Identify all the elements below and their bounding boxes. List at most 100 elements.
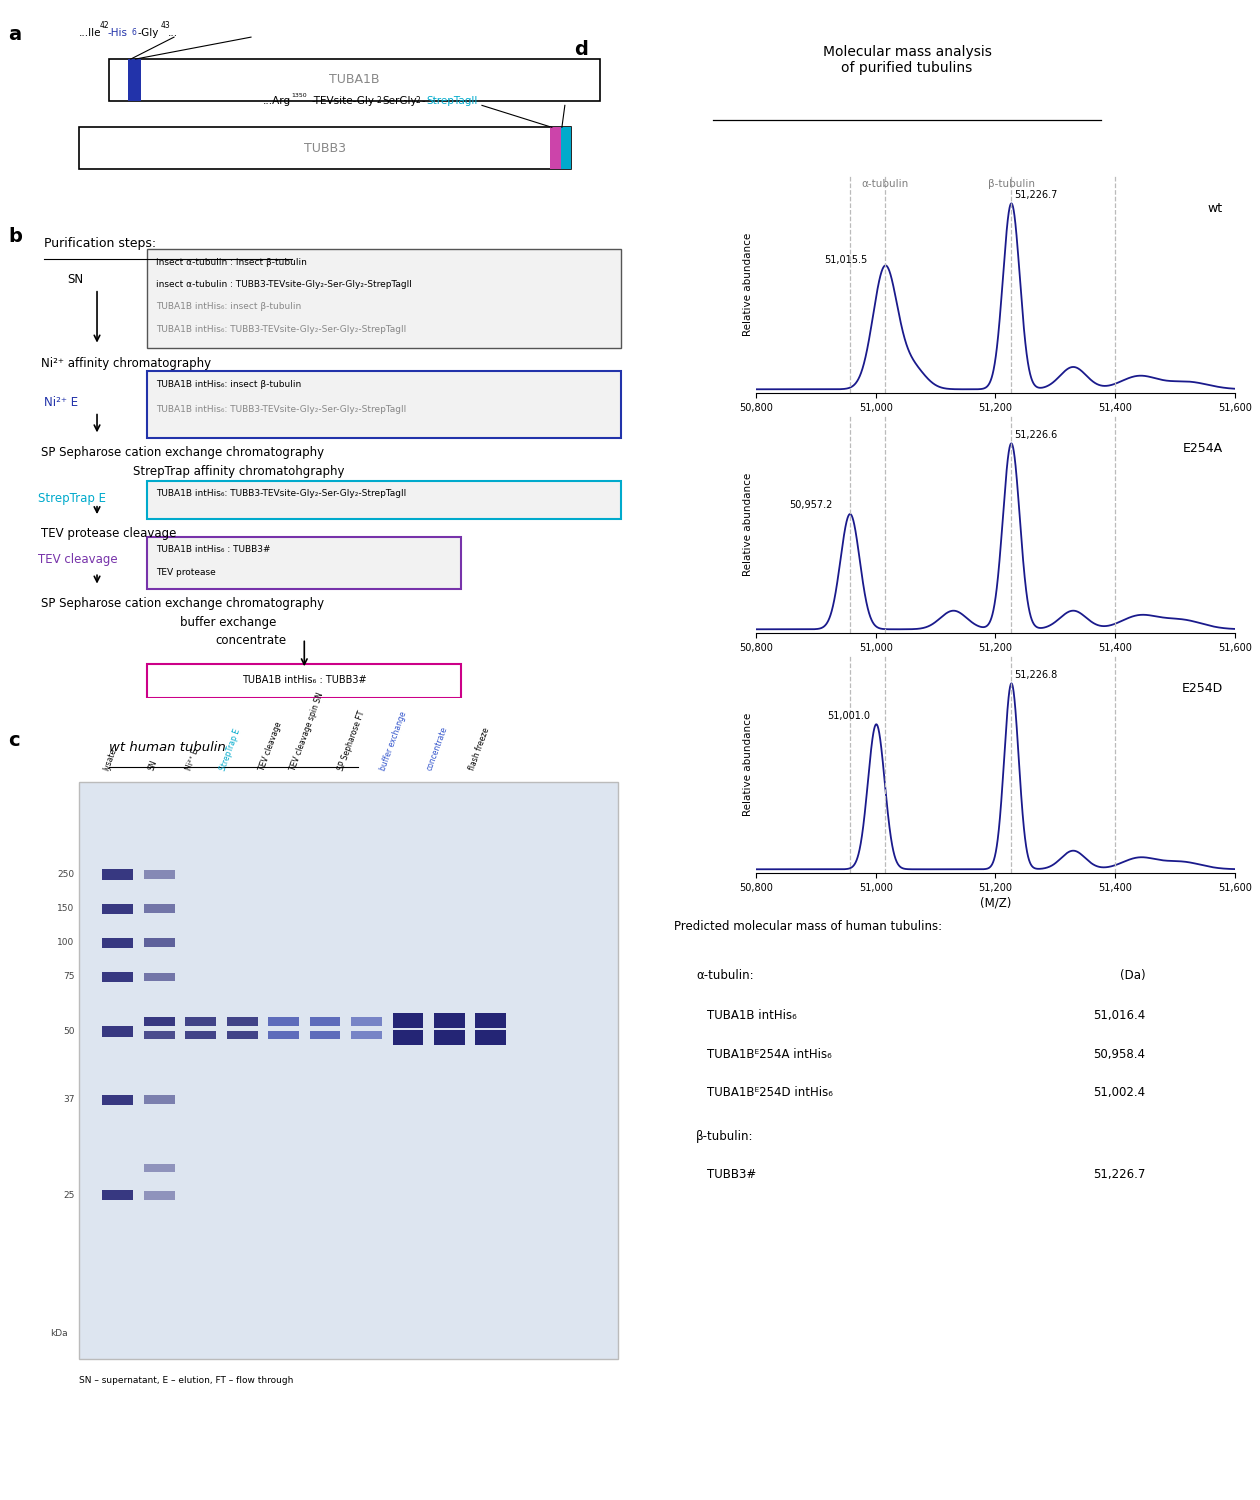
Bar xyxy=(310,1017,340,1026)
Text: -TEVsite-Gly: -TEVsite-Gly xyxy=(311,96,374,106)
Text: wt: wt xyxy=(1207,201,1222,214)
FancyBboxPatch shape xyxy=(147,372,621,438)
Text: ...Ile: ...Ile xyxy=(79,28,102,38)
Bar xyxy=(108,58,601,100)
Text: TUBA1B: TUBA1B xyxy=(329,74,379,87)
Text: StrepTrap E: StrepTrap E xyxy=(218,728,242,772)
Text: TUBA1B intHis₆: insect β-tubulin: TUBA1B intHis₆: insect β-tubulin xyxy=(156,380,301,388)
Text: SP Sepharose cation exchange chromatography: SP Sepharose cation exchange chromatogra… xyxy=(40,597,324,610)
Text: TEV cleavage: TEV cleavage xyxy=(38,552,117,566)
Bar xyxy=(475,1030,507,1045)
Bar xyxy=(352,1017,382,1026)
Text: concentrate: concentrate xyxy=(425,726,450,772)
Text: -His: -His xyxy=(107,28,127,38)
Text: Ni²⁺ E: Ni²⁺ E xyxy=(184,748,200,772)
Y-axis label: Relative abundance: Relative abundance xyxy=(743,472,753,576)
Text: 37: 37 xyxy=(63,1095,74,1104)
Bar xyxy=(144,972,175,981)
Text: 2: 2 xyxy=(377,96,382,105)
Text: Ni²⁺ affinity chromatography: Ni²⁺ affinity chromatography xyxy=(40,357,210,370)
Bar xyxy=(185,1017,215,1026)
Text: 50: 50 xyxy=(63,1026,74,1035)
Text: TUBA1Bᴱ254A intHis₆: TUBA1Bᴱ254A intHis₆ xyxy=(707,1047,832,1060)
Text: -Gly: -Gly xyxy=(137,28,159,38)
Bar xyxy=(102,1190,134,1200)
Text: concentrate: concentrate xyxy=(215,633,286,646)
Bar xyxy=(310,1030,340,1039)
Bar xyxy=(393,1014,423,1029)
Text: SP Sepharose cation exchange chromatography: SP Sepharose cation exchange chromatogra… xyxy=(40,446,324,459)
Text: E254A: E254A xyxy=(1183,441,1222,454)
Text: 25: 25 xyxy=(63,1191,74,1200)
Text: c: c xyxy=(8,730,20,750)
Bar xyxy=(144,1017,175,1026)
Text: SP Sepharose FT: SP Sepharose FT xyxy=(336,710,367,772)
Bar xyxy=(102,870,134,879)
Bar xyxy=(475,1014,507,1029)
Bar xyxy=(561,128,571,170)
Bar xyxy=(268,1017,299,1026)
Bar xyxy=(102,972,134,982)
Bar xyxy=(79,128,571,170)
Bar xyxy=(227,1030,257,1039)
Text: SN: SN xyxy=(147,759,159,772)
Bar xyxy=(393,1030,423,1045)
Text: 51,226.7: 51,226.7 xyxy=(1014,189,1057,200)
Text: 51,016.4: 51,016.4 xyxy=(1094,1010,1145,1022)
Text: TUBA1B intHis₆ : TUBB3#: TUBA1B intHis₆ : TUBB3# xyxy=(156,546,271,555)
FancyBboxPatch shape xyxy=(147,537,461,590)
Bar xyxy=(144,1191,175,1200)
Text: 51,015.5: 51,015.5 xyxy=(824,255,867,264)
Text: TUBA1B intHis₆: TUBA1B intHis₆ xyxy=(707,1010,798,1022)
Bar xyxy=(102,1026,134,1036)
Text: TEV protease cleavage: TEV protease cleavage xyxy=(40,528,176,540)
Bar xyxy=(144,904,175,914)
Bar xyxy=(433,1030,465,1045)
Text: 50,958.4: 50,958.4 xyxy=(1094,1047,1145,1060)
Text: ...: ... xyxy=(168,28,178,38)
Bar xyxy=(185,1030,215,1039)
Bar xyxy=(102,938,134,948)
Text: 150: 150 xyxy=(57,904,74,914)
Text: ...Arg: ...Arg xyxy=(263,96,291,106)
Bar xyxy=(79,782,619,1359)
Text: insect α-tubulin : insect β-tubulin: insect α-tubulin : insect β-tubulin xyxy=(156,258,307,267)
Bar xyxy=(102,903,134,914)
Text: 1350: 1350 xyxy=(291,93,307,98)
Text: d: d xyxy=(575,40,588,60)
Text: 51,001.0: 51,001.0 xyxy=(828,711,871,720)
Text: StrepTrap affinity chromatohgraphy: StrepTrap affinity chromatohgraphy xyxy=(132,465,344,477)
FancyBboxPatch shape xyxy=(147,249,621,348)
Text: α-tubulin:: α-tubulin: xyxy=(697,969,753,982)
Text: TEV cleavage: TEV cleavage xyxy=(257,720,284,772)
Text: TUBA1B intHis₆: insect β-tubulin: TUBA1B intHis₆: insect β-tubulin xyxy=(156,303,301,312)
Text: lysate: lysate xyxy=(101,747,117,772)
Text: 51,002.4: 51,002.4 xyxy=(1094,1086,1145,1100)
Text: α-tubulin: α-tubulin xyxy=(862,178,908,189)
Text: (Da): (Da) xyxy=(1120,969,1145,982)
Bar xyxy=(551,128,561,170)
Bar xyxy=(144,870,175,879)
Bar xyxy=(144,1095,175,1104)
Text: a: a xyxy=(8,26,21,44)
FancyBboxPatch shape xyxy=(147,664,461,698)
Bar xyxy=(144,1164,175,1173)
Text: wt human tubulin: wt human tubulin xyxy=(108,741,226,754)
Text: 51,226.6: 51,226.6 xyxy=(1014,429,1057,439)
Text: Predicted molecular mass of human tubulins:: Predicted molecular mass of human tubuli… xyxy=(674,920,942,933)
Text: Ni²⁺ E: Ni²⁺ E xyxy=(44,396,78,408)
Bar xyxy=(144,1030,175,1039)
Text: SN: SN xyxy=(68,273,83,286)
Text: Molecular mass analysis
of purified tubulins: Molecular mass analysis of purified tubu… xyxy=(823,45,992,75)
Y-axis label: Relative abundance: Relative abundance xyxy=(743,232,753,336)
FancyBboxPatch shape xyxy=(147,480,621,519)
Text: 43: 43 xyxy=(161,21,170,30)
Text: TUBA1B intHis₆ : TUBB3#: TUBA1B intHis₆ : TUBB3# xyxy=(242,675,367,684)
Text: TUBB3#: TUBB3# xyxy=(707,1168,756,1182)
Text: StrepTrap E: StrepTrap E xyxy=(38,492,106,504)
Text: TUBA1B intHis₆: TUBB3-TEVsite-Gly₂-Ser-Gly₂-StrepTagII: TUBA1B intHis₆: TUBB3-TEVsite-Gly₂-Ser-G… xyxy=(156,489,407,498)
Text: kDa: kDa xyxy=(50,1329,68,1338)
Text: 50,957.2: 50,957.2 xyxy=(789,501,832,510)
Bar xyxy=(268,1030,299,1039)
Text: TUBA1Bᴱ254D intHis₆: TUBA1Bᴱ254D intHis₆ xyxy=(707,1086,833,1100)
